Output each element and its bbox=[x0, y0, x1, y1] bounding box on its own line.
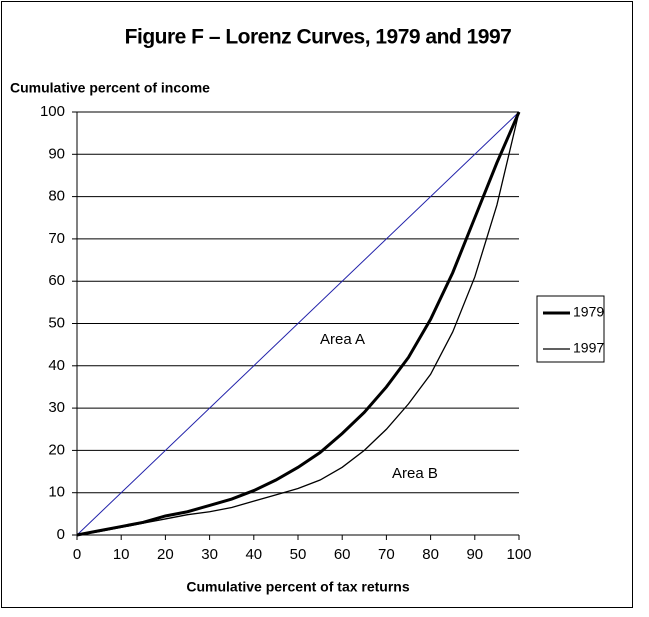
x-tick-label: 0 bbox=[73, 546, 81, 563]
legend bbox=[536, 295, 605, 363]
x-tick-label: 90 bbox=[466, 546, 483, 563]
y-tick-label: 60 bbox=[48, 272, 65, 289]
series-line bbox=[76, 111, 521, 537]
y-tick-label: 0 bbox=[57, 526, 65, 543]
annotation: Area A bbox=[320, 331, 365, 348]
y-tick-label: 10 bbox=[48, 484, 65, 501]
chart-title: Figure F – Lorenz Curves, 1979 and 1997 bbox=[125, 26, 512, 49]
legend-label: 1997 bbox=[573, 340, 604, 356]
x-tick-label: 10 bbox=[113, 546, 130, 563]
y-tick-label: 80 bbox=[48, 188, 65, 205]
y-axis-label: Cumulative percent of income bbox=[10, 80, 210, 96]
x-axis-label: Cumulative percent of tax returns bbox=[186, 579, 409, 595]
y-tick-label: 30 bbox=[48, 399, 65, 416]
x-tick-label: 20 bbox=[157, 546, 174, 563]
x-tick-label: 60 bbox=[334, 546, 351, 563]
y-tick-label: 40 bbox=[48, 357, 65, 374]
x-tick-label: 70 bbox=[378, 546, 395, 563]
equality-line bbox=[76, 111, 520, 536]
y-tick-label: 100 bbox=[40, 103, 65, 120]
x-tick-label: 100 bbox=[506, 546, 531, 563]
x-tick-label: 50 bbox=[290, 546, 307, 563]
legend-label: 1979 bbox=[573, 304, 604, 320]
x-tick-label: 40 bbox=[245, 546, 262, 563]
x-tick-label: 30 bbox=[201, 546, 218, 563]
series-line bbox=[76, 111, 520, 536]
annotation: Area B bbox=[392, 465, 438, 482]
y-tick-label: 20 bbox=[48, 441, 65, 458]
y-tick-label: 50 bbox=[48, 314, 65, 331]
y-tick-label: 90 bbox=[48, 145, 65, 162]
y-tick-label: 70 bbox=[48, 230, 65, 247]
x-tick-label: 80 bbox=[422, 546, 439, 563]
